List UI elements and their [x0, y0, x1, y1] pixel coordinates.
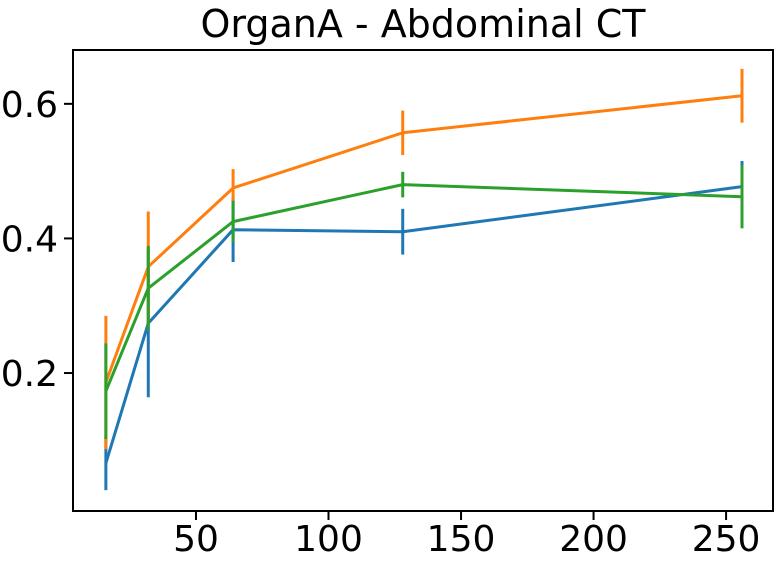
x-tick-label: 250	[692, 519, 761, 560]
y-tick-label: 0.4	[1, 219, 58, 260]
data-line-series-green	[104, 183, 743, 392]
plot-border	[72, 49, 774, 512]
x-tick-label: 50	[173, 519, 219, 560]
plot-area	[73, 50, 773, 511]
x-tick-label: 150	[427, 519, 496, 560]
x-tick-label: 200	[559, 519, 628, 560]
y-tick-label: 0.6	[1, 85, 58, 126]
chart-title: OrganA - Abdominal CT	[200, 2, 646, 46]
data-line-series-orange	[104, 94, 743, 383]
x-tick-label: 100	[294, 519, 363, 560]
y-tick-label: 0.2	[1, 354, 58, 395]
